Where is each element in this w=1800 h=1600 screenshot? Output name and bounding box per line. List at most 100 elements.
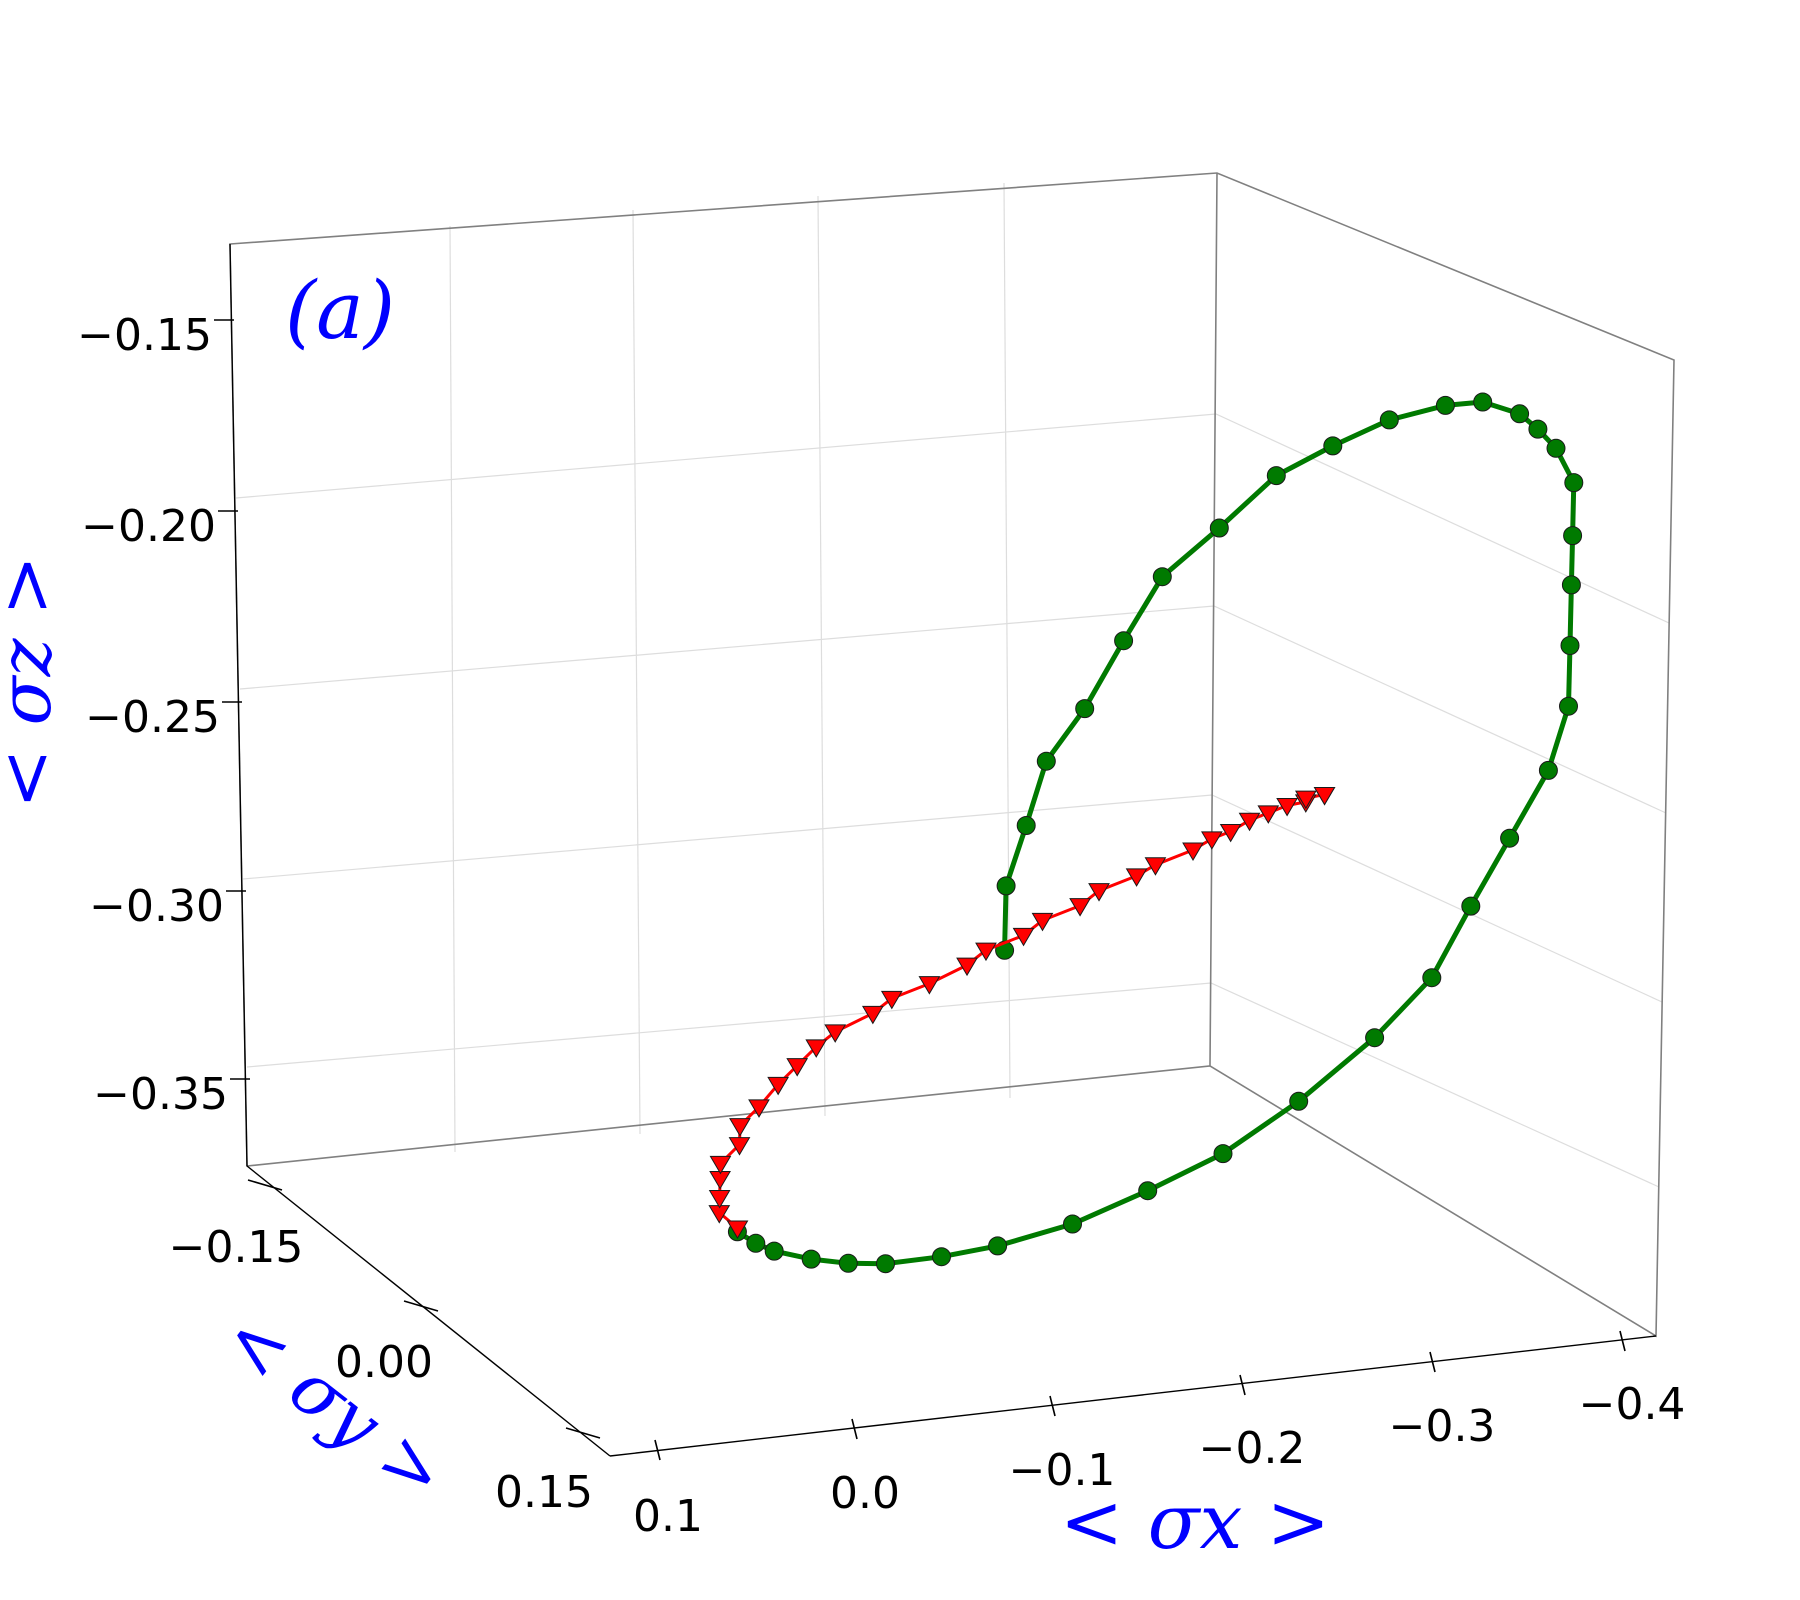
data-point-circle	[1422, 968, 1442, 988]
z-tick-label: −0.35	[93, 1069, 228, 1120]
data-point-circle	[838, 1253, 858, 1273]
data-point-circle	[1152, 567, 1172, 587]
data-point-triangle	[1201, 831, 1223, 850]
x-tick-label: −0.3	[1389, 1401, 1496, 1452]
y-tick-mark	[565, 1427, 601, 1439]
data-point-circle	[1016, 816, 1036, 835]
data-point-circle	[1510, 404, 1530, 424]
data-point-circle	[1138, 1181, 1158, 1201]
data-point-triangle	[1144, 857, 1167, 876]
data-point-triangle	[1031, 912, 1054, 932]
data-point-triangle	[880, 990, 903, 1010]
data-point-triangle	[1313, 787, 1336, 806]
x-axis-line	[609, 1335, 1657, 1457]
x-tick-label: 0.1	[633, 1491, 703, 1542]
panel-label: (a)	[285, 264, 395, 357]
data-point-triangle	[726, 1220, 749, 1239]
data-point-triangle	[1125, 868, 1148, 887]
data-point-triangle	[861, 1005, 884, 1025]
y-tick-label: −0.15	[169, 1222, 304, 1273]
y-axis-line	[246, 1165, 611, 1457]
data-point-circle	[1500, 828, 1520, 848]
y-tick-mark	[403, 1300, 439, 1312]
x-tick-mark	[654, 1439, 661, 1461]
data-point-circle	[1563, 526, 1583, 546]
z-tick-label: −0.30	[89, 881, 224, 932]
data-point-circle	[932, 1247, 951, 1267]
y-tick-mark	[247, 1179, 283, 1191]
x-tick-mark	[1239, 1374, 1246, 1396]
data-point-circle	[1546, 438, 1566, 458]
data-point-circle	[1379, 410, 1399, 430]
data-point-triangle	[728, 1137, 751, 1156]
grid-line	[632, 209, 641, 1135]
y-tick-label: 0.00	[335, 1337, 433, 1388]
data-point-circle	[1435, 395, 1455, 415]
data-point-triangle	[1012, 927, 1035, 947]
data-point-triangle	[975, 942, 997, 962]
data-point-circle	[988, 1236, 1008, 1256]
x-tick-mark	[1429, 1351, 1436, 1373]
series-line-2	[717, 793, 1325, 1230]
data-point-triangle	[1294, 790, 1317, 810]
grid-line	[817, 195, 826, 1117]
data-point-circle	[1289, 1091, 1309, 1111]
data-point-triangle	[748, 1099, 770, 1118]
data-point-circle	[1036, 751, 1056, 771]
y-axis: −0.15 0.00 0.15 < σy >	[169, 1179, 601, 1518]
data-point-triangle	[709, 1155, 732, 1175]
z-tick-label: −0.15	[77, 310, 212, 361]
y-tick-label: 0.15	[495, 1467, 593, 1518]
box-back-edges	[229, 172, 1675, 1338]
data-point-circle	[1266, 466, 1286, 486]
x-axis: 0.1 0.0 −0.1 −0.2 −0.3 −0.4 < σx >	[633, 1330, 1686, 1566]
x-tick-mark	[1049, 1395, 1056, 1417]
grid-line	[1003, 182, 1011, 1099]
x-tick-label: −0.4	[1579, 1379, 1686, 1430]
x-axis-title: < σx >	[1060, 1477, 1330, 1566]
series-line-1	[736, 399, 1577, 1267]
data-point-circle	[764, 1241, 784, 1261]
data-point-circle	[746, 1233, 766, 1253]
grid-line	[449, 225, 456, 1153]
data-point-triangle	[918, 976, 941, 995]
data-point-triangle	[767, 1076, 790, 1096]
data-point-triangle	[729, 1118, 751, 1137]
x-tick-label: 0.0	[830, 1468, 900, 1519]
data-point-circle	[1473, 392, 1493, 412]
x-tick-mark	[851, 1418, 858, 1440]
z-tick-label: −0.25	[85, 692, 220, 743]
data-point-triangle	[1238, 812, 1261, 832]
grid-lines	[235, 182, 1670, 1337]
data-point-circle	[876, 1254, 895, 1274]
z-axis-title: < σz >	[0, 555, 67, 809]
data-point-circle	[1213, 1144, 1233, 1164]
grid-line	[239, 605, 1667, 814]
data-point-triangle	[1069, 898, 1091, 917]
z-axis: −0.15 −0.20 −0.25 −0.30 −0.35 < σz >	[0, 310, 250, 1120]
data-point-circle	[1063, 1214, 1082, 1234]
grid-line	[235, 413, 1670, 624]
grid-line	[246, 982, 1660, 1188]
data-point-circle	[1075, 699, 1095, 719]
data-point-circle	[1209, 518, 1229, 538]
x-tick-label: −0.1	[1009, 1445, 1116, 1496]
data-point-circle	[1538, 760, 1558, 780]
data-point-circle	[1564, 473, 1584, 493]
z-tick-label: −0.20	[81, 501, 216, 552]
data-point-circle	[1114, 631, 1134, 651]
data-point-triangle	[1276, 798, 1298, 817]
data-point-triangle	[1219, 823, 1242, 843]
data-point-circle	[1559, 696, 1578, 716]
data-point-triangle	[824, 1024, 847, 1043]
data-point-circle	[1561, 575, 1581, 595]
data-point-circle	[801, 1249, 821, 1269]
series-layer	[708, 392, 1584, 1274]
data-point-circle	[1528, 419, 1548, 439]
axes-box	[229, 172, 1675, 1457]
data-point-circle	[1461, 896, 1481, 916]
x-tick-mark	[1619, 1330, 1626, 1352]
data-point-circle	[996, 876, 1016, 896]
data-point-triangle	[709, 1171, 731, 1190]
